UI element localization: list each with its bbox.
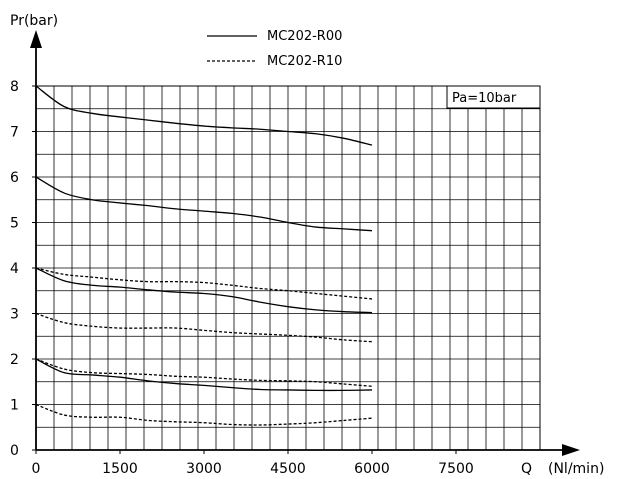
x-tick-label: 7500 [438, 461, 474, 477]
series-line-mc202-r10-6 [35, 358, 373, 387]
series-group [35, 85, 373, 426]
axes-group [30, 30, 580, 456]
y-tick-label: 8 [10, 79, 19, 95]
series-line-mc202-r00-2 [35, 267, 373, 314]
y-tick-label: 1 [10, 398, 19, 414]
legend-label-dotted: MC202-R10 [267, 54, 342, 69]
x-tick-label: 1500 [102, 461, 138, 477]
x-tick-label: 4500 [270, 461, 306, 477]
x-tick-label: 6000 [354, 461, 390, 477]
y-tick-label: 7 [10, 125, 19, 141]
annotation-label: Pa=10bar [452, 91, 517, 106]
legend: MC202-R00 MC202-R10 [207, 29, 342, 69]
series-line-mc202-r00-3 [35, 358, 373, 392]
series-line-mc202-r00-1 [35, 176, 373, 232]
series-line-mc202-r10-4 [35, 267, 373, 300]
y-tick-label: 3 [10, 307, 19, 323]
series-line-mc202-r10-5 [35, 312, 373, 343]
y-tick-label: 2 [10, 352, 19, 368]
y-tick-label: 5 [10, 216, 19, 232]
annotation-box [446, 85, 541, 109]
x-tick-label: 0 [32, 461, 41, 477]
x-axis-label: (Nl/min) [548, 461, 604, 477]
x-axis-symbol: Q [521, 461, 532, 477]
y-axis-label: Pr(bar) [10, 13, 58, 29]
series-line-mc202-r10-7 [35, 403, 373, 426]
y-tick-label: 4 [10, 261, 19, 277]
y-tick-label: 0 [10, 443, 19, 459]
y-tick-label: 6 [10, 170, 19, 186]
tick-labels: 0 1 2 3 4 5 6 7 8 0 1500 3000 4500 6000 7500 [10, 79, 474, 477]
x-tick-label: 3000 [186, 461, 222, 477]
x-axis-arrow [562, 444, 580, 456]
legend-label-solid: MC202-R00 [267, 29, 342, 44]
series-line-mc202-r00-0 [35, 85, 373, 146]
y-axis-arrow [30, 30, 42, 48]
